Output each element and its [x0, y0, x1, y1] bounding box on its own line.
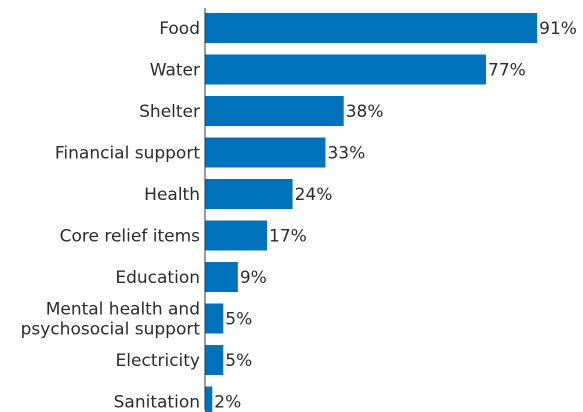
category-label-2: Shelter: [139, 102, 200, 122]
bar-7: [205, 303, 224, 334]
value-labels: 91% 77% 38% 33% 24% 17% 9% 5% 5% 2%: [214, 19, 577, 412]
category-label-8: Electricity: [116, 351, 200, 371]
bar-1: [205, 54, 487, 85]
category-label-4: Health: [144, 185, 200, 205]
value-label-3: 33%: [327, 144, 365, 164]
value-label-8: 5%: [225, 351, 252, 371]
value-label-9: 2%: [214, 393, 241, 412]
bar-9: [205, 386, 213, 412]
value-label-7: 5%: [225, 310, 252, 330]
bar-5: [205, 220, 268, 251]
bar-8: [205, 345, 224, 375]
value-label-2: 38%: [346, 102, 384, 122]
category-label-0: Food: [159, 19, 200, 39]
category-label-7: Mental health and psychosocial support: [21, 300, 201, 340]
bar-0: [205, 13, 538, 43]
category-label-3: Financial support: [55, 144, 200, 164]
bar-6: [205, 262, 238, 292]
value-label-1: 77%: [488, 61, 526, 81]
bar-2: [205, 96, 344, 126]
category-labels: Food Water Shelter Financial support Health C…: [21, 19, 201, 412]
bars: [205, 13, 538, 412]
bar-3: [205, 137, 326, 168]
category-label-9: Sanitation: [114, 393, 200, 412]
value-label-0: 91%: [539, 19, 577, 39]
value-label-6: 9%: [240, 268, 267, 288]
category-label-1: Water: [150, 61, 200, 81]
category-label-5: Core relief items: [60, 227, 201, 247]
value-label-5: 17%: [269, 227, 307, 247]
bar-4: [205, 179, 293, 209]
category-label-6: Education: [115, 268, 200, 288]
value-label-4: 24%: [295, 185, 333, 205]
